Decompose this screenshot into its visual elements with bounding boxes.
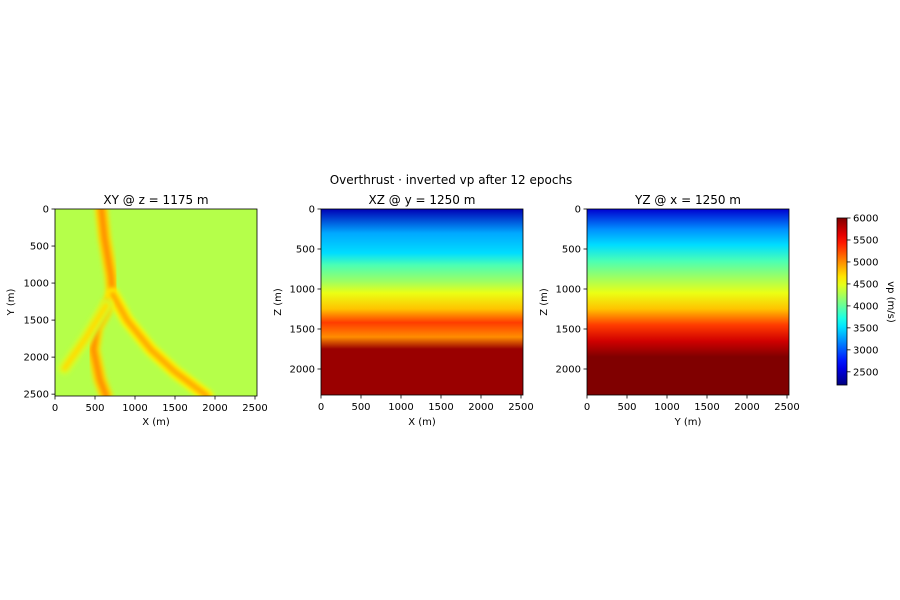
layered-section [587,209,789,395]
y-tick-label: 500 [562,245,581,256]
panel-yz-image [587,209,789,395]
panel-xy-xlabel: X (m) [142,417,170,428]
y-tick-label: 1000 [290,285,315,296]
panel-xy: XY @ z = 1175 m X (m) Y (m) 0 500 1000 1500… [6,193,268,428]
colorbar-tick-label: 4500 [853,279,878,290]
figure-title: Overthrust · inverted vp after 12 epochs [330,173,573,187]
x-tick-label: 1000 [654,402,679,413]
colorbar-tick-label: 4000 [853,301,878,312]
channel-feature [61,302,110,372]
panel-xy-ylabel: Y (m) [6,288,17,316]
x-tick-label: 0 [584,402,590,413]
map-background [55,209,257,396]
colorbar-tick-label: 5500 [853,235,878,246]
panel-xz-ylabel: Z (m) [273,288,284,316]
x-tick-label: 500 [351,402,370,413]
y-tick-label: 0 [575,205,581,216]
x-tick-label: 0 [52,403,58,414]
panel-xz-frame [320,208,524,396]
x-tick-label: 1000 [388,402,413,413]
panel-yz-frame [586,208,790,396]
y-tick-label: 500 [30,242,49,253]
panel-yz-title: YZ @ x = 1250 m [634,193,741,207]
layered-section [321,209,523,395]
x-tick-label: 0 [318,402,324,413]
x-tick-label: 500 [85,403,104,414]
panel-xy-frame [54,208,258,397]
x-tick-label: 1000 [122,403,147,414]
x-tick-label: 500 [617,402,636,413]
y-tick-label: 2000 [290,365,315,376]
y-tick-label: 1500 [556,325,581,336]
panel-yz-xlabel: Y (m) [674,417,702,428]
y-tick-label: 2500 [24,390,49,401]
colorbar-scale [836,217,848,386]
panel-xz-xlabel: X (m) [408,417,436,428]
y-tick-label: 500 [296,245,315,256]
x-tick-label: 2500 [774,402,799,413]
panel-xy-title: XY @ z = 1175 m [103,193,208,207]
y-tick-label: 1500 [24,316,49,327]
y-tick-label: 1000 [24,279,49,290]
colorbar-label: vp (m/s) [885,281,896,323]
colorbar-tick-label: 2500 [853,367,878,378]
panel-xz-title: XZ @ y = 1250 m [369,193,476,207]
x-tick-label: 2500 [242,403,267,414]
y-tick-label: 1500 [290,325,315,336]
colorbar-tick-label: 3500 [853,323,878,334]
y-tick-label: 0 [309,205,315,216]
x-tick-label: 2000 [468,402,493,413]
x-tick-label: 2500 [508,402,533,413]
y-tick-label: 0 [43,205,49,216]
x-tick-label: 1500 [162,403,187,414]
colorbar-tick-label: 6000 [853,214,878,225]
panel-xy-image [55,209,257,396]
panel-xz-image [321,209,523,395]
colorbar: vp (m/s) 2500 3000 3500 4000 4500 5000 5500 600… [836,214,896,386]
y-tick-label: 1000 [556,285,581,296]
x-tick-label: 1500 [428,402,453,413]
x-tick-label: 2000 [734,402,759,413]
panel-yz: YZ @ x = 1250 m Y (m) Z (m) 0 500 1000 1500… [539,193,800,428]
x-tick-label: 2000 [202,403,227,414]
channel-feature [109,291,210,396]
colorbar-tick-label: 3000 [853,345,878,356]
y-tick-label: 2000 [24,353,49,364]
panel-yz-ylabel: Z (m) [539,288,550,316]
colorbar-tick-label: 5000 [853,257,878,268]
panel-xz: XZ @ y = 1250 m X (m) Z (m) 0 500 1000 1500… [273,193,534,428]
y-tick-label: 2000 [556,365,581,376]
x-tick-label: 1500 [694,402,719,413]
